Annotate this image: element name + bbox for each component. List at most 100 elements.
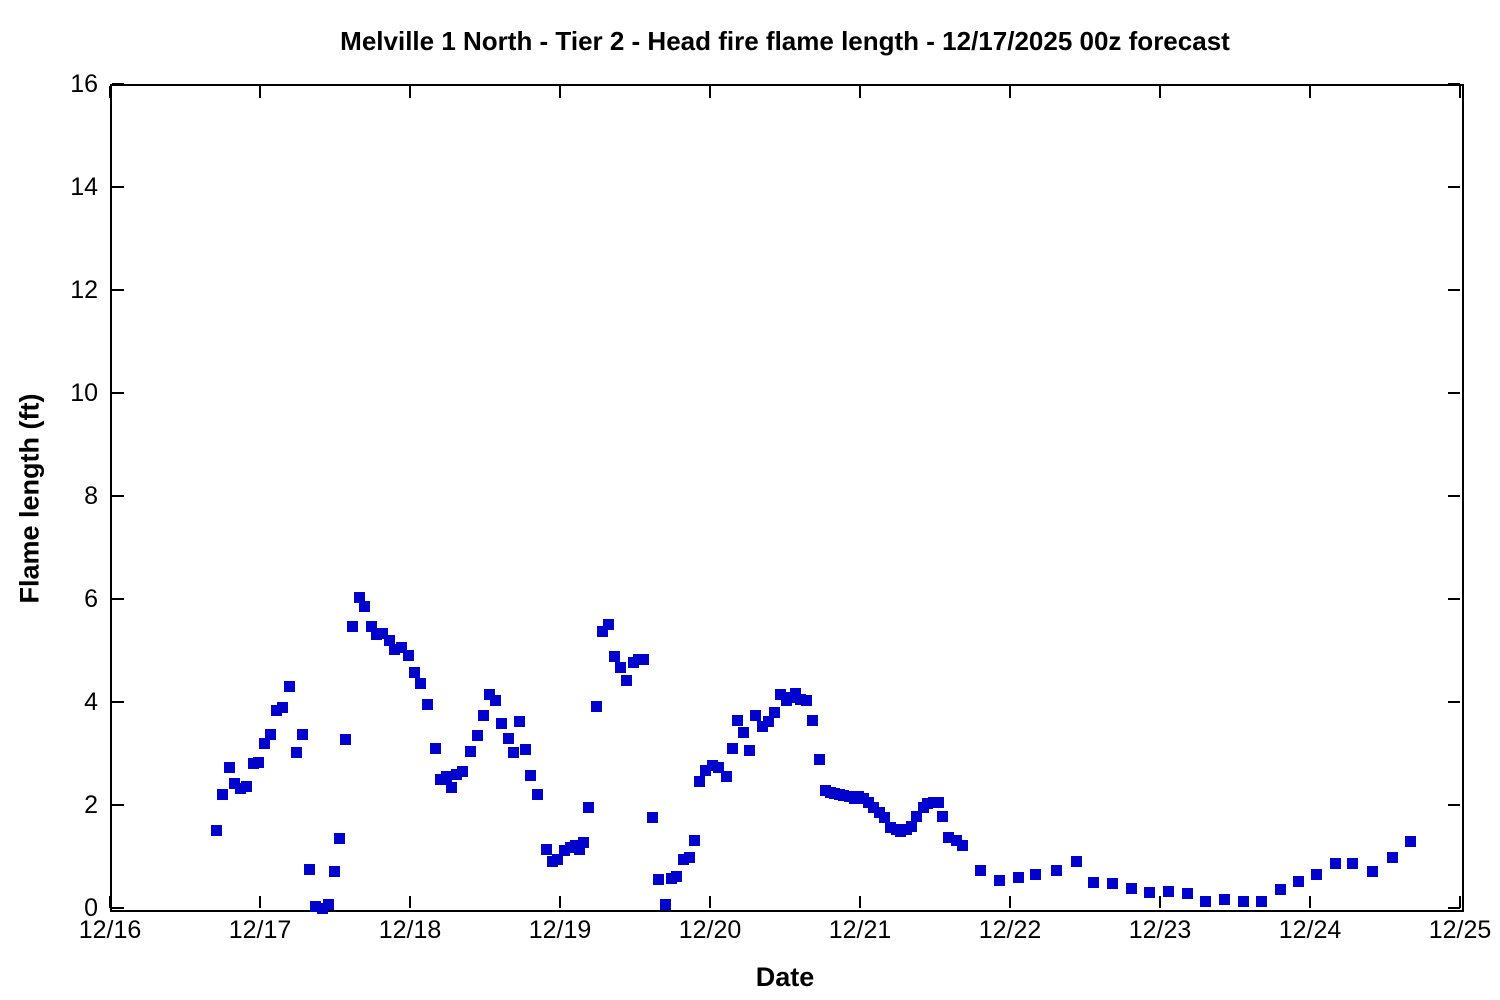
tick-right-y-14 xyxy=(1448,186,1460,188)
data-point xyxy=(1070,856,1082,868)
data-point xyxy=(763,716,775,728)
data-point xyxy=(956,840,968,852)
tick-top-x-12/23 xyxy=(1159,86,1161,98)
data-point xyxy=(993,875,1005,887)
y-tick-label: 0 xyxy=(84,894,98,922)
data-point xyxy=(1292,876,1304,888)
data-point xyxy=(270,704,282,716)
data-point xyxy=(1181,888,1193,900)
tick-left-y-10 xyxy=(112,392,124,394)
data-point xyxy=(446,781,458,793)
data-point xyxy=(240,780,252,792)
data-point xyxy=(303,863,315,875)
data-point xyxy=(223,762,235,774)
data-point xyxy=(737,727,749,739)
data-point xyxy=(975,865,987,877)
data-point xyxy=(574,844,585,856)
x-axis-title: Date xyxy=(755,962,815,992)
data-point xyxy=(1330,857,1342,869)
data-point xyxy=(583,802,595,814)
tick-top-x-12/22 xyxy=(1009,86,1011,98)
tick-bottom-x-12/20 xyxy=(709,896,711,908)
tick-bottom-x-12/23 xyxy=(1159,896,1161,908)
tick-left-y-6 xyxy=(112,598,124,600)
data-point xyxy=(1256,895,1268,907)
tick-left-y-8 xyxy=(112,495,124,497)
data-point xyxy=(532,789,543,801)
data-point xyxy=(471,730,483,742)
y-tick-label: 16 xyxy=(70,70,98,98)
tick-top-x-12/24 xyxy=(1309,86,1311,98)
data-point xyxy=(652,873,664,885)
data-point xyxy=(514,716,526,728)
y-tick-label: 12 xyxy=(70,276,98,304)
data-point xyxy=(712,761,724,773)
data-point xyxy=(1347,858,1359,870)
data-point xyxy=(878,811,890,823)
chart-title: Melville 1 North - Tier 2 - Head fire fl… xyxy=(340,26,1230,56)
data-point xyxy=(264,728,276,740)
data-point xyxy=(693,776,705,788)
data-point xyxy=(290,746,302,758)
x-tick-label: 12/25 xyxy=(1428,916,1492,944)
data-point xyxy=(495,717,507,729)
tick-right-y-2 xyxy=(1448,804,1460,806)
tick-left-y-0 xyxy=(112,907,124,909)
y-tick-label: 6 xyxy=(84,585,98,613)
data-point xyxy=(750,710,762,722)
data-point xyxy=(252,756,264,768)
data-point xyxy=(621,675,633,687)
data-point xyxy=(540,843,552,855)
data-point xyxy=(665,872,677,884)
data-point xyxy=(1162,885,1174,897)
data-point xyxy=(525,769,537,781)
data-point xyxy=(377,628,389,639)
data-point xyxy=(577,837,589,849)
data-point xyxy=(340,733,352,745)
data-point xyxy=(1367,865,1379,877)
tick-left-y-4 xyxy=(112,701,124,703)
tick-right-y-0 xyxy=(1448,907,1460,909)
x-tick-label: 12/17 xyxy=(228,916,292,944)
data-point xyxy=(322,899,334,911)
data-point xyxy=(402,649,414,661)
tick-bottom-x-12/25 xyxy=(1459,896,1461,908)
data-point xyxy=(1199,896,1211,908)
y-tick-label: 2 xyxy=(84,791,98,819)
data-point xyxy=(671,870,683,882)
data-point xyxy=(277,701,289,713)
data-point xyxy=(646,811,658,823)
x-tick-label: 12/22 xyxy=(978,916,1042,944)
data-point xyxy=(465,745,477,757)
data-point xyxy=(677,854,689,866)
data-point xyxy=(1311,869,1323,881)
data-point xyxy=(807,714,819,726)
data-point xyxy=(1237,895,1249,907)
tick-left-y-2 xyxy=(112,804,124,806)
data-point xyxy=(659,898,671,910)
data-point xyxy=(911,810,923,822)
data-point xyxy=(905,821,917,833)
data-point xyxy=(637,653,649,665)
y-tick-label: 10 xyxy=(70,379,98,407)
data-point xyxy=(757,721,769,733)
data-point xyxy=(409,667,421,679)
data-point xyxy=(434,773,446,785)
data-point xyxy=(590,700,602,712)
data-point xyxy=(216,788,228,800)
data-point xyxy=(347,621,359,633)
data-point xyxy=(328,866,340,878)
tick-bottom-x-12/24 xyxy=(1309,896,1311,908)
x-tick-label: 12/20 xyxy=(678,916,742,944)
data-point xyxy=(726,742,738,754)
data-point xyxy=(1051,865,1063,877)
data-point xyxy=(768,706,780,718)
data-point xyxy=(813,753,825,765)
data-point xyxy=(489,694,501,706)
data-point xyxy=(429,742,441,754)
data-point xyxy=(1030,868,1042,880)
tick-right-y-12 xyxy=(1448,289,1460,291)
tick-right-y-6 xyxy=(1448,598,1460,600)
tick-top-x-12/18 xyxy=(409,86,411,98)
data-point xyxy=(558,845,570,857)
